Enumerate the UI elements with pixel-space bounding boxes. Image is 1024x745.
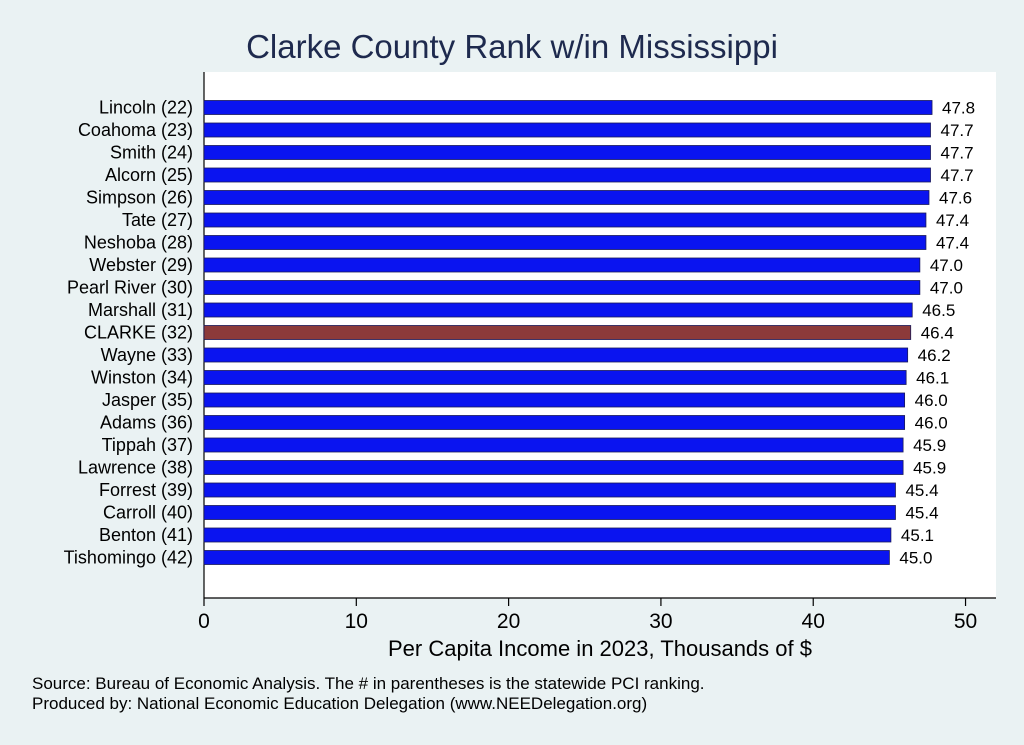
bar [203,235,927,250]
value-label: 47.0 [930,279,963,298]
produced-by-note: Produced by: National Economic Education… [32,694,647,713]
value-label: 46.0 [915,391,948,410]
bar [203,505,896,520]
bar [203,347,909,363]
value-label: 45.1 [901,526,934,545]
x-tick-label: 30 [649,610,672,633]
bar [203,550,890,565]
source-note: Source: Bureau of Economic Analysis. The… [32,674,705,693]
value-label: 46.4 [921,324,954,343]
value-label: 47.7 [941,144,974,163]
value-label: 45.0 [899,549,932,568]
bar [203,460,904,475]
bar [203,370,907,385]
category-label: Neshoba (28) [84,233,193,253]
category-label: Simpson (26) [86,188,193,208]
bar [203,280,921,295]
value-label: 46.1 [916,369,949,388]
bars-group: Lincoln (22) 47.8 Coahoma (23) 47.7 Smith (2… [64,98,976,568]
bar [203,482,896,498]
value-label: 46.2 [918,346,951,365]
bar [203,122,931,138]
value-label: 47.6 [939,189,972,208]
bar [203,392,906,408]
category-label: Forrest (39) [99,480,193,500]
bar-highlight [203,325,912,340]
value-label: 47.0 [930,256,963,275]
category-label: CLARKE (32) [84,323,193,343]
value-label: 47.7 [941,166,974,185]
bar [203,302,913,318]
value-label: 45.4 [905,504,938,523]
value-label: 47.8 [942,99,975,118]
value-label: 46.5 [922,301,955,320]
category-label: Tippah (37) [102,435,193,455]
x-axis-label: Per Capita Income in 2023, Thousands of … [388,636,812,661]
category-label: Adams (36) [100,413,193,433]
category-label: Winston (34) [91,368,193,388]
category-label: Smith (24) [110,143,193,163]
x-tick-label: 40 [802,610,825,633]
value-label: 45.9 [913,459,946,478]
value-label: 47.7 [941,121,974,140]
bar [203,527,892,543]
value-label: 45.9 [913,436,946,455]
value-label: 47.4 [936,234,969,253]
category-label: Jasper (35) [102,390,193,410]
bar [203,190,930,205]
category-label: Webster (29) [89,255,193,275]
bar [203,167,931,183]
category-label: Coahoma (23) [78,120,193,140]
bar [203,212,927,228]
category-label: Tishomingo (42) [64,548,193,568]
bar [203,145,931,160]
bar [203,437,904,453]
x-tick-label: 0 [198,610,210,633]
category-label: Alcorn (25) [105,165,193,185]
value-label: 47.4 [936,211,969,230]
bar [203,257,921,273]
x-tick-label: 20 [497,610,520,633]
x-tick-label: 10 [345,610,368,633]
category-label: Benton (41) [99,525,193,545]
category-label: Tate (27) [122,210,193,230]
value-label: 46.0 [915,414,948,433]
category-label: Lawrence (38) [78,458,193,478]
x-tick-label: 50 [954,610,977,633]
bar [203,100,933,115]
bar [203,415,906,430]
category-label: Carroll (40) [103,503,193,523]
x-ticks-group: 0 10 20 30 40 50 [198,598,977,633]
category-label: Lincoln (22) [99,98,193,118]
value-label: 45.4 [905,481,938,500]
category-label: Marshall (31) [88,300,193,320]
category-label: Wayne (33) [101,345,193,365]
chart-title: Clarke County Rank w/in Mississippi [246,28,778,65]
category-label: Pearl River (30) [67,278,193,298]
